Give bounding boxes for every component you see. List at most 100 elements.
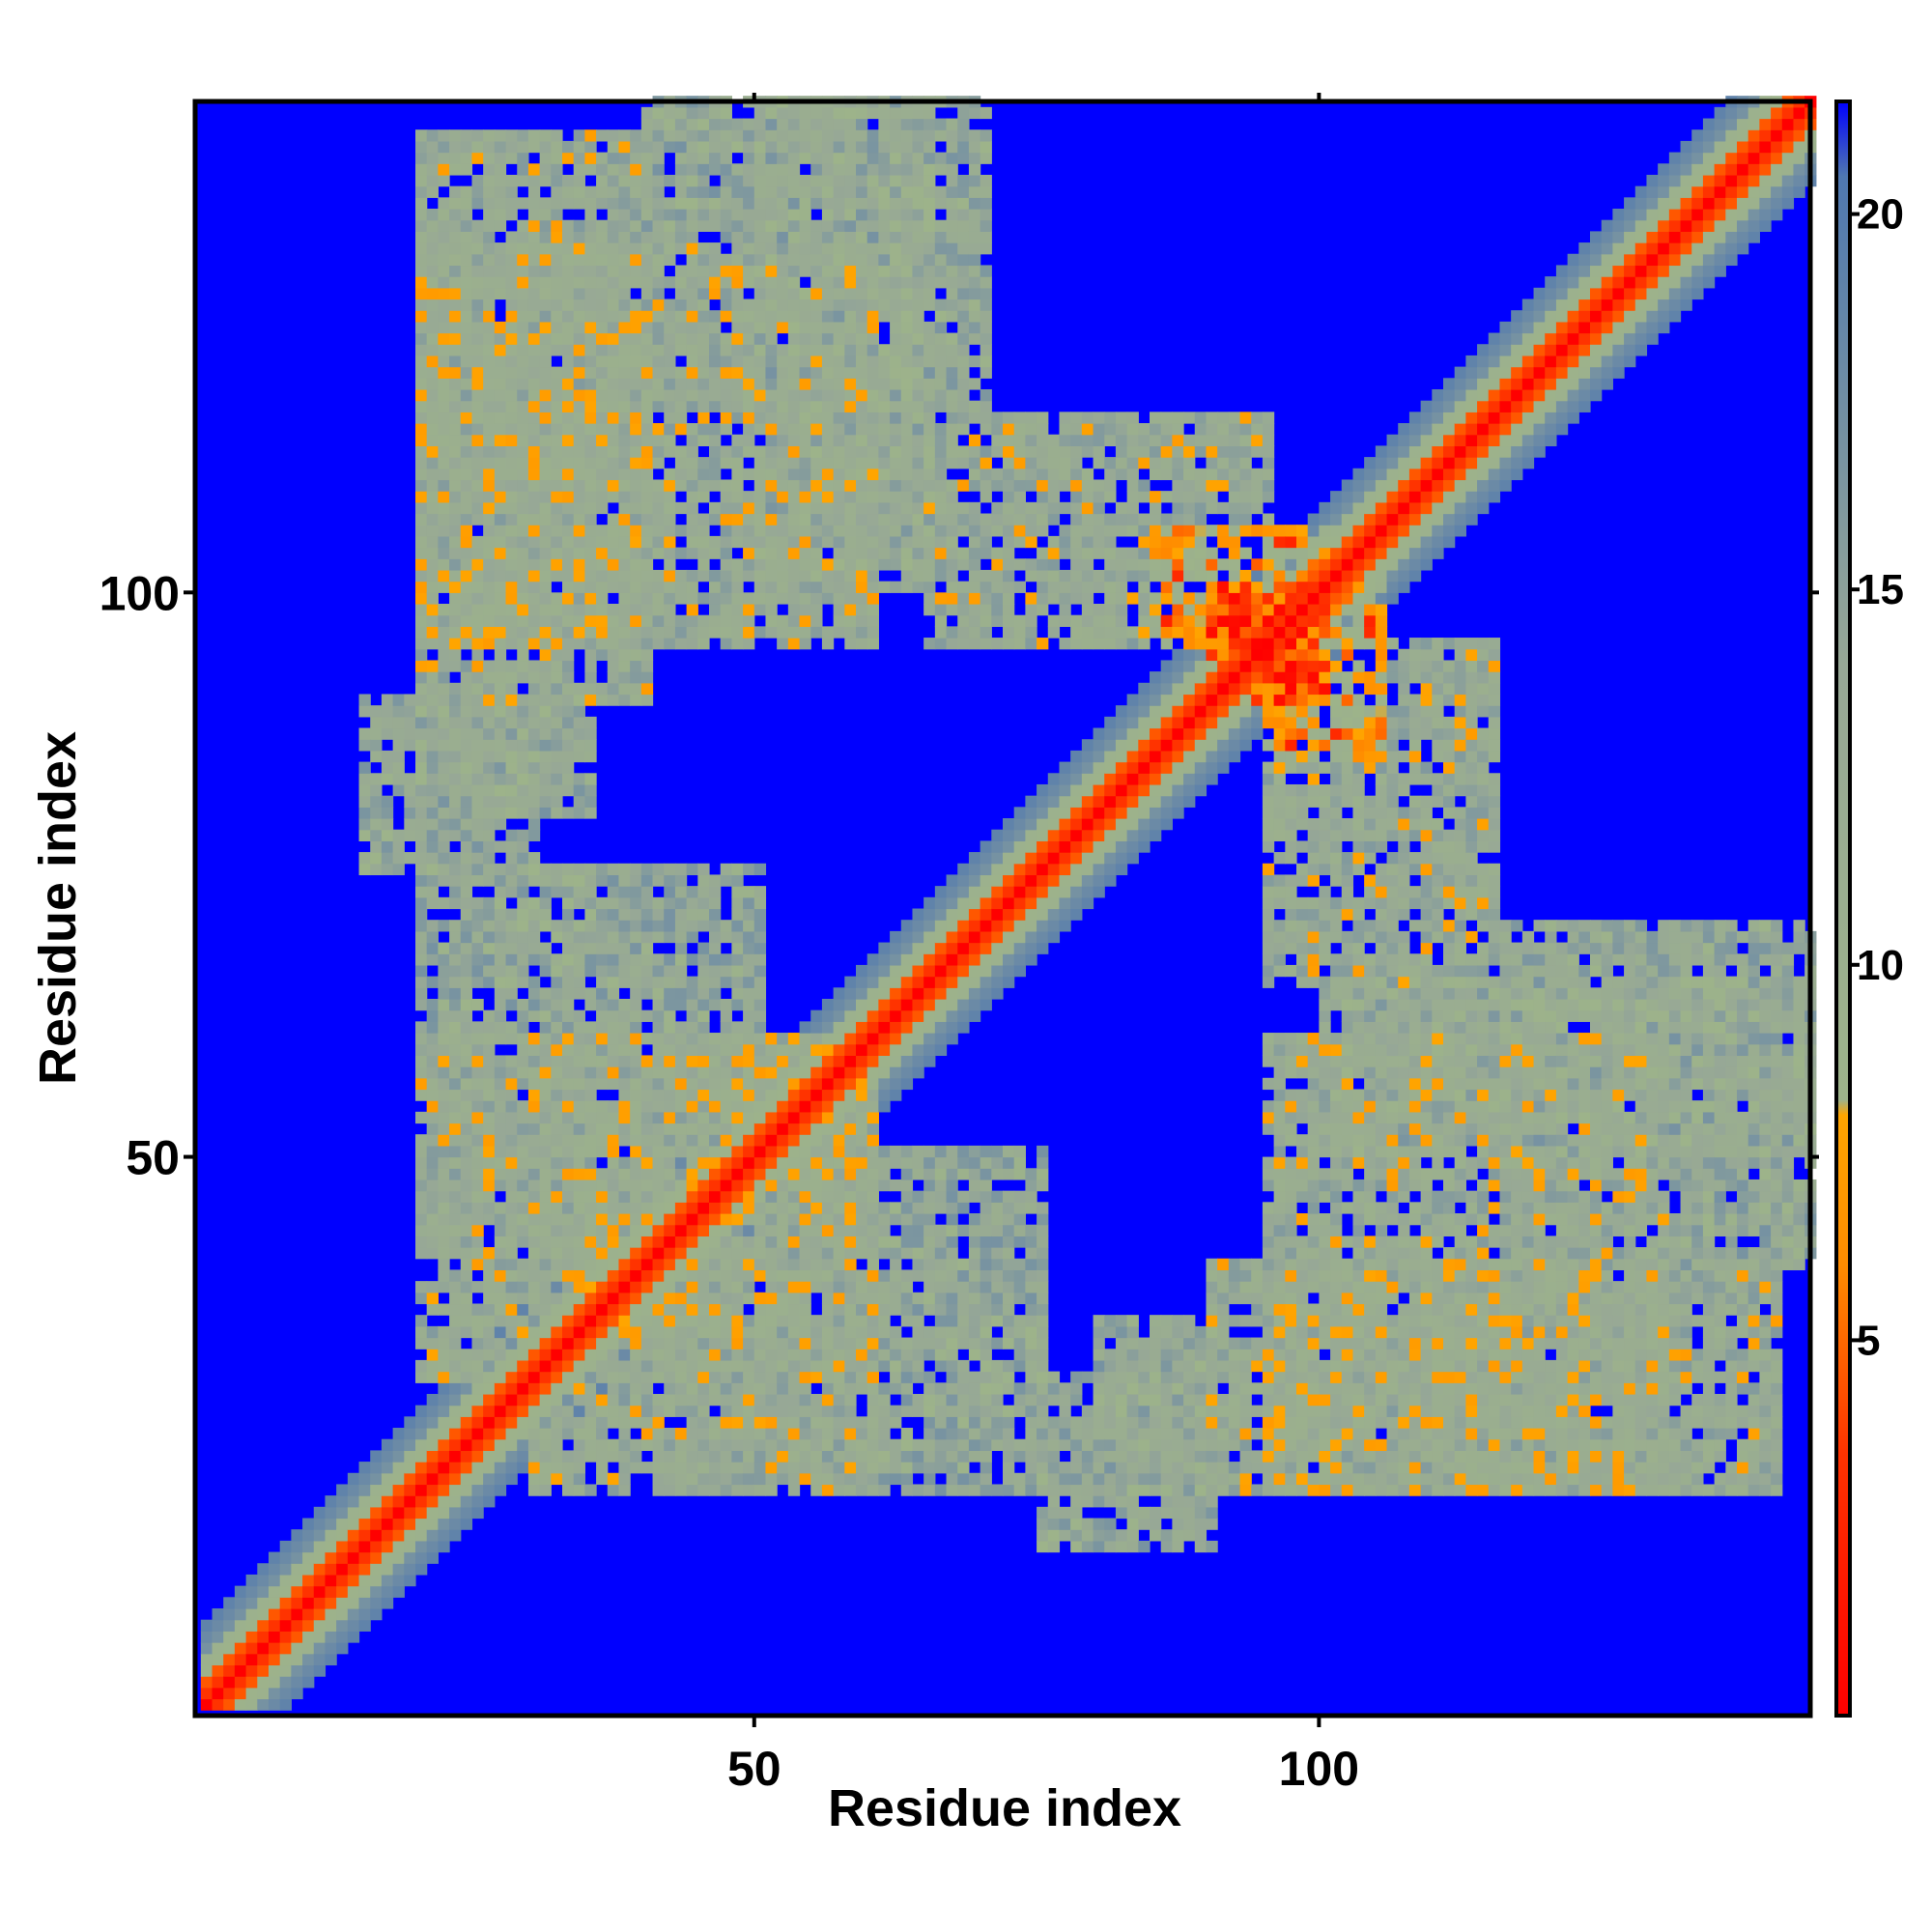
- heatmap-cell: [596, 434, 609, 447]
- heatmap-cell: [494, 1371, 507, 1383]
- heatmap-cell: [630, 592, 642, 605]
- heatmap-cell: [878, 140, 891, 154]
- heatmap-cell: [821, 569, 835, 582]
- heatmap-cell: [438, 1462, 450, 1474]
- heatmap-cell: [404, 1416, 416, 1429]
- heatmap-cell: [664, 614, 676, 627]
- heatmap-cell: [787, 1168, 801, 1180]
- heatmap-cell: [539, 1111, 552, 1124]
- heatmap-cell: [415, 1066, 428, 1079]
- heatmap-cell: [697, 535, 710, 549]
- heatmap-cell: [471, 388, 484, 402]
- heatmap-cell: [302, 1585, 315, 1598]
- heatmap-cell: [640, 682, 654, 696]
- heatmap-cell: [483, 1066, 496, 1079]
- heatmap-cell: [923, 1472, 936, 1486]
- heatmap-cell: [494, 953, 507, 966]
- heatmap-cell: [720, 604, 732, 616]
- heatmap-cell: [821, 1303, 835, 1316]
- heatmap-cell: [607, 445, 620, 458]
- heatmap-cell: [584, 694, 597, 706]
- heatmap-cell: [731, 1315, 744, 1327]
- heatmap-cell: [618, 953, 631, 966]
- heatmap-cell: [777, 1100, 789, 1113]
- heatmap-cell: [765, 1359, 778, 1373]
- heatmap-cell: [686, 1349, 698, 1361]
- heatmap-cell: [347, 1619, 360, 1632]
- heatmap-cell: [720, 920, 732, 932]
- heatmap-cell: [471, 964, 484, 978]
- heatmap-cell: [765, 614, 778, 627]
- heatmap-cell: [607, 920, 620, 932]
- heatmap-cell: [517, 896, 529, 910]
- heatmap-cell: [787, 592, 801, 605]
- heatmap-cell: [494, 209, 507, 221]
- heatmap-cell: [743, 332, 755, 345]
- heatmap-cell: [573, 1359, 585, 1373]
- heatmap-cell: [291, 1540, 303, 1553]
- heatmap-cell: [562, 874, 575, 887]
- heatmap-cell: [517, 1303, 529, 1316]
- heatmap-cell: [584, 152, 597, 164]
- heatmap-cell: [709, 1359, 722, 1373]
- heatmap-cell: [358, 1551, 371, 1564]
- heatmap-cell: [799, 1156, 811, 1169]
- heatmap-cell: [584, 1236, 597, 1248]
- heatmap-cell: [890, 942, 902, 954]
- heatmap-cell: [912, 479, 924, 492]
- heatmap-cell: [799, 638, 811, 650]
- heatmap-cell: [664, 366, 676, 379]
- heatmap-cell: [483, 265, 496, 277]
- heatmap-cell: [743, 174, 755, 187]
- heatmap-cell: [652, 163, 665, 176]
- heatmap-cell: [234, 1664, 247, 1677]
- heatmap-cell: [777, 1156, 789, 1169]
- heatmap-cell: [494, 366, 507, 379]
- heatmap-cell: [584, 1337, 597, 1350]
- heatmap-cell: [527, 434, 541, 447]
- heatmap-cell: [415, 209, 428, 221]
- heatmap-cell: [652, 1315, 665, 1327]
- heatmap-cell: [596, 626, 609, 639]
- heatmap-cell: [505, 1122, 518, 1135]
- heatmap-cell: [799, 1202, 811, 1214]
- heatmap-cell: [810, 525, 823, 537]
- heatmap-cell: [878, 457, 891, 469]
- heatmap-cell: [483, 1292, 496, 1305]
- heatmap-cell: [787, 197, 801, 210]
- heatmap-cell: [674, 987, 688, 1000]
- heatmap-cell: [743, 1428, 755, 1440]
- heatmap-cell: [358, 1529, 371, 1542]
- heatmap-cell: [527, 1156, 541, 1169]
- heatmap-cell: [878, 547, 891, 559]
- heatmap-cell: [720, 400, 732, 412]
- heatmap-cell: [856, 501, 868, 515]
- heatmap-cell: [720, 185, 732, 198]
- heatmap-cell: [810, 445, 823, 458]
- heatmap-cell: [686, 197, 698, 210]
- heatmap-cell: [483, 242, 496, 255]
- heatmap-cell: [471, 1359, 484, 1373]
- heatmap-cell: [923, 298, 936, 311]
- heatmap-cell: [505, 1315, 518, 1327]
- heatmap-cell: [618, 1269, 631, 1282]
- heatmap-cell: [652, 1145, 665, 1158]
- heatmap-cell: [358, 773, 371, 785]
- heatmap-cell: [392, 1484, 405, 1496]
- heatmap-cell: [867, 1269, 879, 1282]
- heatmap-cell: [912, 1450, 924, 1463]
- heatmap-cell: [799, 1405, 811, 1417]
- heatmap-cell: [686, 400, 698, 412]
- heatmap-cell: [753, 1033, 767, 1045]
- heatmap-cell: [596, 388, 609, 402]
- heatmap-cell: [539, 468, 552, 481]
- heatmap-cell: [652, 253, 665, 267]
- heatmap-cell: [460, 1495, 473, 1508]
- heatmap-cell: [674, 614, 688, 627]
- heatmap-cell: [460, 163, 473, 176]
- heatmap-cell: [449, 1247, 462, 1260]
- heatmap-cell: [527, 773, 541, 785]
- heatmap-cell: [449, 920, 462, 932]
- heatmap-cell: [483, 818, 496, 831]
- heatmap-cell: [923, 423, 936, 436]
